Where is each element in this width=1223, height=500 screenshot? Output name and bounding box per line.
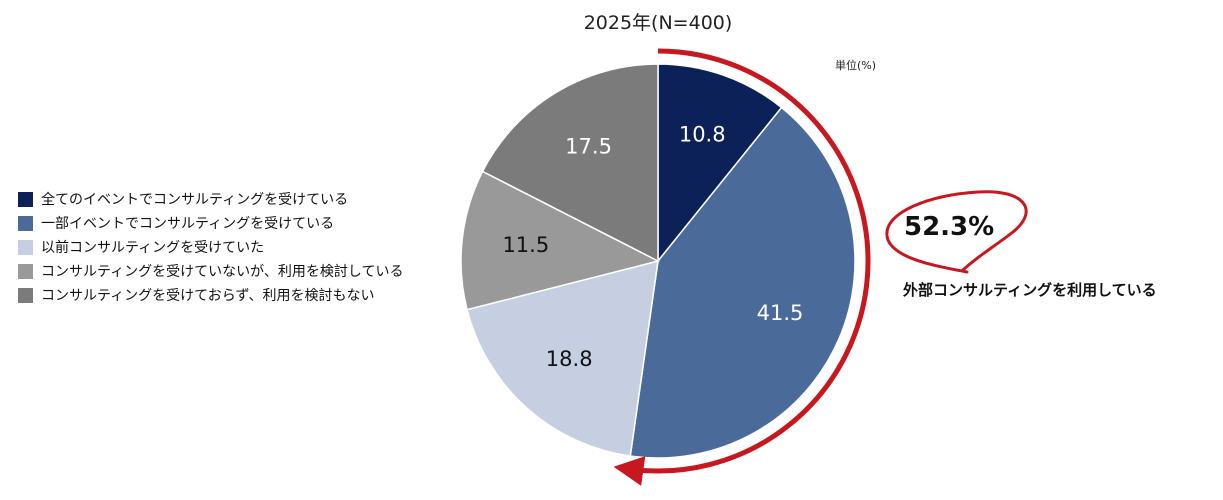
pie-slice (481, 63, 659, 263)
unit-label: 単位(%) (835, 58, 876, 72)
legend-swatch (18, 263, 33, 279)
legend-item: 一部イベントでコンサルティングを受けている (18, 211, 403, 235)
pie-slice-labels: 10.8 41.5 18.8 11.5 17.5 (502, 123, 803, 371)
legend-item: コンサルティングを受けていないが、利用を検討している (18, 259, 403, 283)
callout-percentage: 52.3% (904, 212, 995, 242)
legend-swatch (18, 287, 33, 303)
legend-item: 全てのイベントでコンサルティングを受けている (18, 187, 403, 211)
legend-swatch (18, 215, 33, 231)
pie-slice-label: 17.5 (565, 135, 612, 159)
pie-slices (460, 63, 856, 459)
pie-slice (460, 170, 661, 311)
legend-item: コンサルティングを受けておらず、利用を検討もない (18, 283, 403, 307)
legend-item: 以前コンサルティングを受けていた (18, 235, 403, 259)
chart-title: 2025年(N=400) (584, 12, 733, 34)
pie-slice-label: 18.8 (546, 347, 593, 371)
pie-slice-label: 10.8 (679, 123, 726, 147)
legend-label: 一部イベントでコンサルティングを受けている (41, 216, 335, 232)
chart-legend: 全てのイベントでコンサルティングを受けている 一部イベントでコンサルティングを受… (18, 187, 403, 307)
legend-swatch (18, 239, 33, 255)
pie-slice-label: 11.5 (502, 233, 549, 257)
pie-slice (629, 106, 856, 459)
legend-label: 以前コンサルティングを受けていた (41, 240, 265, 256)
pie-slice (657, 63, 783, 264)
highlight-arc-arrow (613, 48, 871, 486)
legend-label: 全てのイベントでコンサルティングを受けている (41, 192, 349, 208)
callout-description: 外部コンサルティングを利用している (903, 281, 1157, 299)
pie-slice-label: 41.5 (757, 301, 804, 325)
legend-label: コンサルティングを受けていないが、利用を検討している (41, 264, 404, 280)
pie-slice (466, 259, 659, 457)
legend-swatch (18, 191, 33, 207)
legend-label: コンサルティングを受けておらず、利用を検討もない (41, 288, 375, 304)
callout-ellipse (885, 190, 1028, 274)
